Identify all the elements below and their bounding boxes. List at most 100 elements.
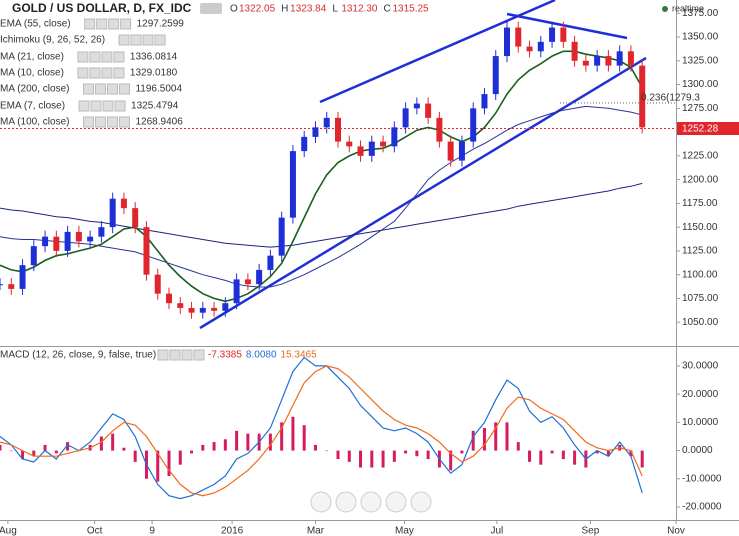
x-tick-label: 2016 bbox=[221, 526, 244, 536]
indicator-name: Ichimoku (9, 26, 52, 26) bbox=[0, 35, 105, 46]
candle bbox=[177, 303, 184, 308]
indicator-button[interactable] bbox=[142, 34, 154, 46]
candle bbox=[515, 27, 522, 47]
indicator-button[interactable] bbox=[193, 349, 205, 361]
indicator-button[interactable] bbox=[130, 34, 142, 46]
macd-readout: 15.3465 bbox=[281, 350, 318, 361]
indicator-button[interactable] bbox=[101, 67, 113, 79]
indicator-button[interactable] bbox=[77, 67, 89, 79]
last-price-tag bbox=[677, 122, 739, 135]
nav-button[interactable] bbox=[410, 491, 432, 513]
candle bbox=[560, 27, 567, 42]
nav-button[interactable] bbox=[335, 491, 357, 513]
trendline bbox=[506, 12, 628, 40]
x-tick-label: Sep bbox=[581, 526, 599, 536]
status-dot bbox=[662, 6, 668, 12]
moving-average bbox=[0, 50, 643, 303]
indicator-button[interactable] bbox=[78, 100, 90, 112]
candle bbox=[278, 217, 285, 256]
candle bbox=[154, 274, 161, 294]
indicator-button[interactable] bbox=[94, 83, 106, 95]
candle bbox=[132, 208, 139, 228]
indicator-button[interactable] bbox=[154, 34, 166, 46]
histogram-bar bbox=[122, 447, 126, 451]
nav-button[interactable] bbox=[360, 491, 382, 513]
indicator-button[interactable] bbox=[94, 116, 106, 128]
candle bbox=[526, 46, 533, 52]
macd-title: MACD (12, 26, close, 9, false, true) bbox=[0, 350, 156, 361]
histogram-bar bbox=[325, 450, 329, 452]
indicator-button[interactable] bbox=[113, 51, 125, 63]
candle bbox=[481, 94, 488, 109]
candle bbox=[413, 103, 420, 109]
histogram-bar bbox=[539, 450, 543, 465]
y-tick-label: 1125.00 bbox=[682, 246, 718, 257]
x-tick-label: Mar bbox=[307, 526, 325, 536]
ohlc-key: O bbox=[230, 4, 238, 15]
macd-readout: 8.0080 bbox=[246, 350, 277, 361]
ohlc-key: C bbox=[383, 4, 390, 15]
candle bbox=[312, 127, 319, 137]
indicator-button[interactable] bbox=[108, 18, 120, 30]
histogram-bar bbox=[43, 444, 47, 451]
indicator-button[interactable] bbox=[101, 51, 113, 63]
indicator-button[interactable] bbox=[157, 349, 169, 361]
histogram-bar bbox=[32, 450, 36, 457]
candle bbox=[436, 117, 443, 142]
indicator-button[interactable] bbox=[84, 18, 96, 30]
histogram-bar bbox=[381, 450, 385, 468]
candle bbox=[143, 227, 150, 275]
candle bbox=[8, 284, 15, 289]
histogram-bar bbox=[313, 444, 317, 451]
indicator-button[interactable] bbox=[120, 18, 132, 30]
indicator-name: EMA (7, close) bbox=[0, 101, 65, 112]
candle bbox=[75, 231, 82, 242]
candle bbox=[425, 103, 432, 118]
indicator-button[interactable] bbox=[118, 83, 130, 95]
indicator-button[interactable] bbox=[169, 349, 181, 361]
x-tick-label: Nov bbox=[667, 526, 685, 536]
x-tick-label: 9 bbox=[149, 526, 155, 536]
indicator-button[interactable] bbox=[96, 18, 108, 30]
histogram-bar bbox=[201, 444, 205, 451]
indicator-button[interactable] bbox=[113, 67, 125, 79]
trendlines bbox=[199, 0, 647, 330]
indicator-button[interactable] bbox=[106, 116, 118, 128]
indicator-button[interactable] bbox=[106, 83, 118, 95]
indicator-button[interactable] bbox=[89, 51, 101, 63]
histogram-bar bbox=[482, 427, 486, 451]
indicator-value: 1336.0814 bbox=[130, 52, 178, 63]
indicator-button[interactable] bbox=[118, 116, 130, 128]
indicator-button[interactable] bbox=[181, 349, 193, 361]
candle bbox=[447, 141, 454, 161]
histogram-bar bbox=[99, 436, 103, 451]
y-tick-label: 20.0000 bbox=[682, 389, 719, 400]
indicator-button[interactable] bbox=[82, 83, 94, 95]
histogram-bar bbox=[528, 450, 532, 462]
y-tick-label: 1200.00 bbox=[682, 174, 719, 185]
indicator-button[interactable] bbox=[89, 67, 101, 79]
indicator-button[interactable] bbox=[90, 100, 102, 112]
nav-button[interactable] bbox=[385, 491, 407, 513]
y-tick-label: 1075.00 bbox=[682, 293, 719, 304]
candle bbox=[222, 303, 229, 311]
histogram-bar bbox=[156, 450, 160, 482]
candle bbox=[188, 307, 195, 313]
indicator-name: EMA (55, close) bbox=[0, 19, 71, 30]
indicator-name: MA (200, close) bbox=[0, 84, 69, 95]
candle bbox=[357, 146, 364, 156]
nav-button[interactable] bbox=[310, 491, 332, 513]
ohlc-key: L bbox=[332, 4, 338, 15]
indicator-button[interactable] bbox=[114, 100, 126, 112]
candle bbox=[98, 227, 105, 237]
indicator-button[interactable] bbox=[77, 51, 89, 63]
indicator-value: 1268.9406 bbox=[135, 117, 183, 128]
indicator-button[interactable] bbox=[102, 100, 114, 112]
histogram-bar bbox=[606, 450, 610, 457]
indicator-button[interactable] bbox=[118, 34, 130, 46]
histogram-bar bbox=[0, 444, 2, 451]
header-icons bbox=[200, 3, 222, 14]
y-tick-label: 1050.00 bbox=[682, 317, 719, 328]
indicator-button[interactable] bbox=[82, 116, 94, 128]
